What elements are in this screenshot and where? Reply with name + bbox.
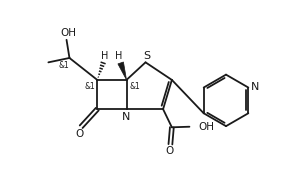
Text: &1: &1 — [85, 82, 95, 91]
Polygon shape — [118, 62, 126, 80]
Text: N: N — [122, 112, 130, 122]
Text: O: O — [76, 129, 84, 139]
Text: H: H — [115, 51, 122, 61]
Text: OH: OH — [60, 27, 76, 37]
Text: &1: &1 — [129, 82, 140, 91]
Text: OH: OH — [198, 122, 214, 132]
Text: O: O — [166, 146, 174, 156]
Text: H: H — [101, 51, 108, 61]
Text: S: S — [143, 51, 150, 61]
Text: N: N — [250, 82, 259, 92]
Text: &1: &1 — [58, 61, 69, 70]
